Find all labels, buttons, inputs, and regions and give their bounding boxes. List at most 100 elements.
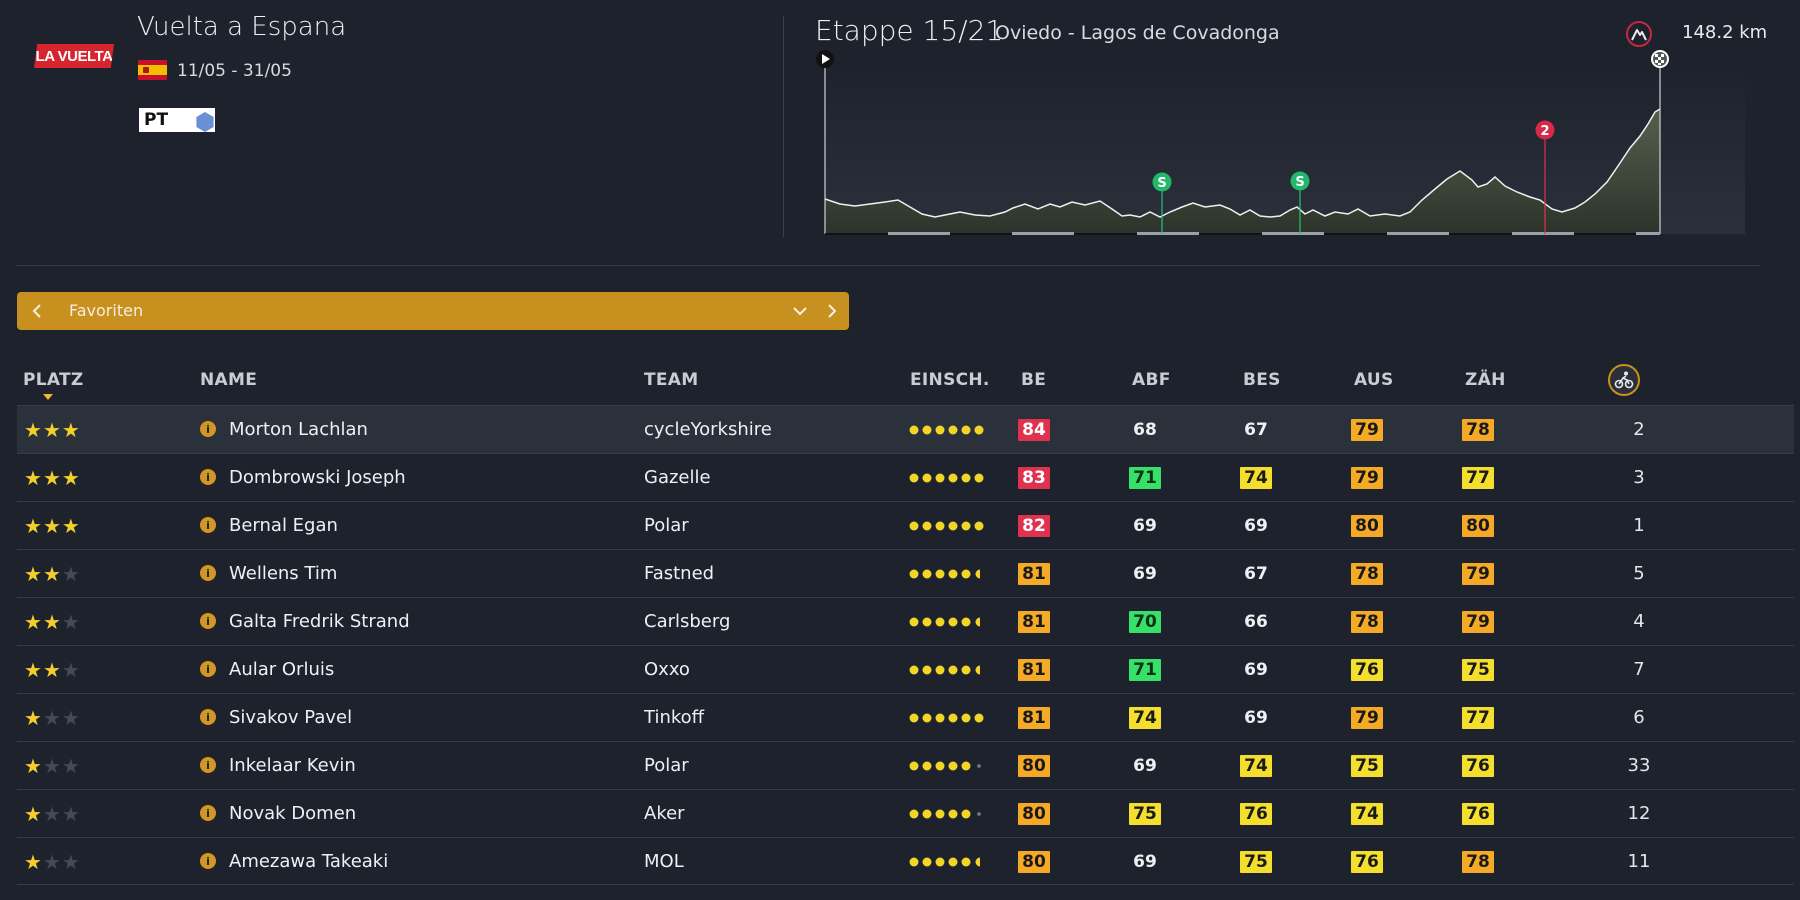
- stat-aus: 74: [1347, 790, 1387, 837]
- table-row[interactable]: ★ ★ ★ i Sivakov Pavel Tinkoff 81 74 69 79 …: [17, 693, 1794, 741]
- rider-name[interactable]: Inkelaar Kevin: [229, 755, 356, 776]
- stat-be: 80: [1014, 790, 1054, 837]
- rider-name[interactable]: Novak Domen: [229, 803, 357, 824]
- chevron-down-icon[interactable]: [785, 292, 815, 330]
- form-dot: [961, 617, 971, 626]
- info-icon[interactable]: i: [200, 421, 216, 437]
- riders-table: ★ ★ ★ i Morton Lachlan cycleYorkshire 84 6…: [17, 405, 1794, 885]
- form-dot: [922, 761, 932, 770]
- form-dot: [935, 569, 945, 578]
- form-dot: [948, 473, 958, 482]
- table-row[interactable]: ★ ★ ★ i Bernal Egan Polar 82 69 69 80 80 1: [17, 501, 1794, 549]
- star-empty-icon: ★: [61, 657, 81, 682]
- info-icon[interactable]: i: [200, 565, 216, 581]
- table-row[interactable]: ★ ★ ★ i Dombrowski Joseph Gazelle 83 71 74…: [17, 453, 1794, 501]
- chevron-left-icon[interactable]: [17, 292, 57, 330]
- star-filled-icon: ★: [42, 609, 62, 634]
- sprint-marker-2: S: [1290, 171, 1310, 234]
- start-flag-icon: [816, 50, 834, 68]
- stage-profile[interactable]: S S 2: [810, 44, 1760, 242]
- rider-name[interactable]: Wellens Tim: [229, 563, 338, 584]
- star-filled-icon: ★: [42, 657, 62, 682]
- cyclist-ranking-icon[interactable]: [1608, 364, 1640, 396]
- stat-aus: 79: [1347, 406, 1387, 453]
- info-icon[interactable]: i: [200, 805, 216, 821]
- table-row[interactable]: ★ ★ ★ i Inkelaar Kevin Polar 80 69 74 75 7…: [17, 741, 1794, 789]
- form-dot: [935, 473, 945, 482]
- info-icon[interactable]: i: [200, 853, 216, 869]
- header-divider: [783, 16, 784, 237]
- info-icon[interactable]: i: [200, 757, 216, 773]
- rider-rank: 4: [1633, 611, 1645, 632]
- stat-zah-value: 77: [1462, 706, 1494, 729]
- stat-zah: 77: [1458, 454, 1498, 501]
- form-dot: [961, 521, 971, 530]
- rider-name[interactable]: Bernal Egan: [229, 515, 338, 536]
- stat-zah: 76: [1458, 742, 1498, 789]
- stat-abf-value: 69: [1133, 851, 1157, 872]
- stat-be-value: 81: [1018, 706, 1050, 729]
- star-empty-icon: ★: [42, 801, 62, 826]
- info-icon[interactable]: i: [200, 517, 216, 533]
- info-icon[interactable]: i: [200, 469, 216, 485]
- column-header-team[interactable]: TEAM: [644, 370, 699, 390]
- star-empty-icon: ★: [61, 705, 81, 730]
- rider-name[interactable]: Dombrowski Joseph: [229, 467, 406, 488]
- stat-bes-value: 67: [1244, 563, 1268, 584]
- stat-abf: 74: [1125, 694, 1165, 741]
- table-row[interactable]: ★ ★ ★ i Aular Orluis Oxxo 81 71 69 76 75 7: [17, 645, 1794, 693]
- star-filled-icon: ★: [24, 801, 43, 826]
- stat-aus-value: 79: [1351, 418, 1383, 441]
- form-dots: [909, 694, 989, 741]
- column-header-bes[interactable]: BES: [1243, 370, 1281, 390]
- star-filled-icon: ★: [24, 513, 43, 538]
- stat-aus-value: 79: [1351, 466, 1383, 489]
- stat-abf: 69: [1125, 502, 1165, 549]
- column-header-abf[interactable]: ABF: [1132, 370, 1171, 390]
- favorites-filter-bar[interactable]: Favoriten: [17, 292, 849, 330]
- star-filled-icon: ★: [42, 513, 62, 538]
- stat-zah: 79: [1458, 598, 1498, 645]
- form-dot: [977, 763, 981, 768]
- info-icon[interactable]: i: [200, 709, 216, 725]
- stat-zah: 80: [1458, 502, 1498, 549]
- column-header-aus[interactable]: AUS: [1354, 370, 1394, 390]
- stat-aus-value: 76: [1351, 850, 1383, 873]
- rider-name[interactable]: Morton Lachlan: [229, 419, 368, 440]
- table-row[interactable]: ★ ★ ★ i Morton Lachlan cycleYorkshire 84 6…: [17, 405, 1794, 453]
- team-name: MOL: [644, 851, 684, 872]
- stat-be: 81: [1014, 694, 1054, 741]
- table-row[interactable]: ★ ★ ★ i Galta Fredrik Strand Carlsberg 81 …: [17, 597, 1794, 645]
- star-rating: ★ ★ ★: [24, 406, 81, 453]
- column-header-einsch[interactable]: EINSCH.: [910, 370, 990, 390]
- form-dot: [975, 617, 980, 626]
- chevron-right-icon[interactable]: [817, 292, 847, 330]
- form-dot: [909, 473, 919, 482]
- stat-aus-value: 76: [1351, 658, 1383, 681]
- table-row[interactable]: ★ ★ ★ i Novak Domen Aker 80 75 76 74 76 12: [17, 789, 1794, 837]
- column-header-name[interactable]: NAME: [200, 370, 258, 390]
- rider-name[interactable]: Galta Fredrik Strand: [229, 611, 410, 632]
- info-icon[interactable]: i: [200, 613, 216, 629]
- star-rating: ★ ★ ★: [24, 550, 81, 597]
- column-header-zah[interactable]: ZÄH: [1465, 370, 1506, 390]
- form-dot: [948, 809, 958, 818]
- rider-name[interactable]: Aular Orluis: [229, 659, 335, 680]
- filter-label[interactable]: Favoriten: [69, 301, 144, 320]
- form-dot: [909, 809, 919, 818]
- star-filled-icon: ★: [24, 561, 43, 586]
- rider-name[interactable]: Amezawa Takeaki: [229, 851, 389, 872]
- column-header-platz[interactable]: PLATZ: [23, 370, 84, 390]
- column-header-be[interactable]: BE: [1021, 370, 1047, 390]
- info-icon[interactable]: i: [200, 661, 216, 677]
- table-row[interactable]: ★ ★ ★ i Amezawa Takeaki MOL 80 69 75 76 78…: [17, 837, 1794, 885]
- form-dot: [909, 665, 919, 674]
- rider-rank: 6: [1633, 707, 1645, 728]
- team-name: Carlsberg: [644, 611, 731, 632]
- table-row[interactable]: ★ ★ ★ i Wellens Tim Fastned 81 69 67 78 79…: [17, 549, 1794, 597]
- stat-abf: 68: [1125, 406, 1165, 453]
- stat-aus: 80: [1347, 502, 1387, 549]
- stat-aus-value: 74: [1351, 802, 1383, 825]
- rider-name[interactable]: Sivakov Pavel: [229, 707, 353, 728]
- form-dot: [935, 617, 945, 626]
